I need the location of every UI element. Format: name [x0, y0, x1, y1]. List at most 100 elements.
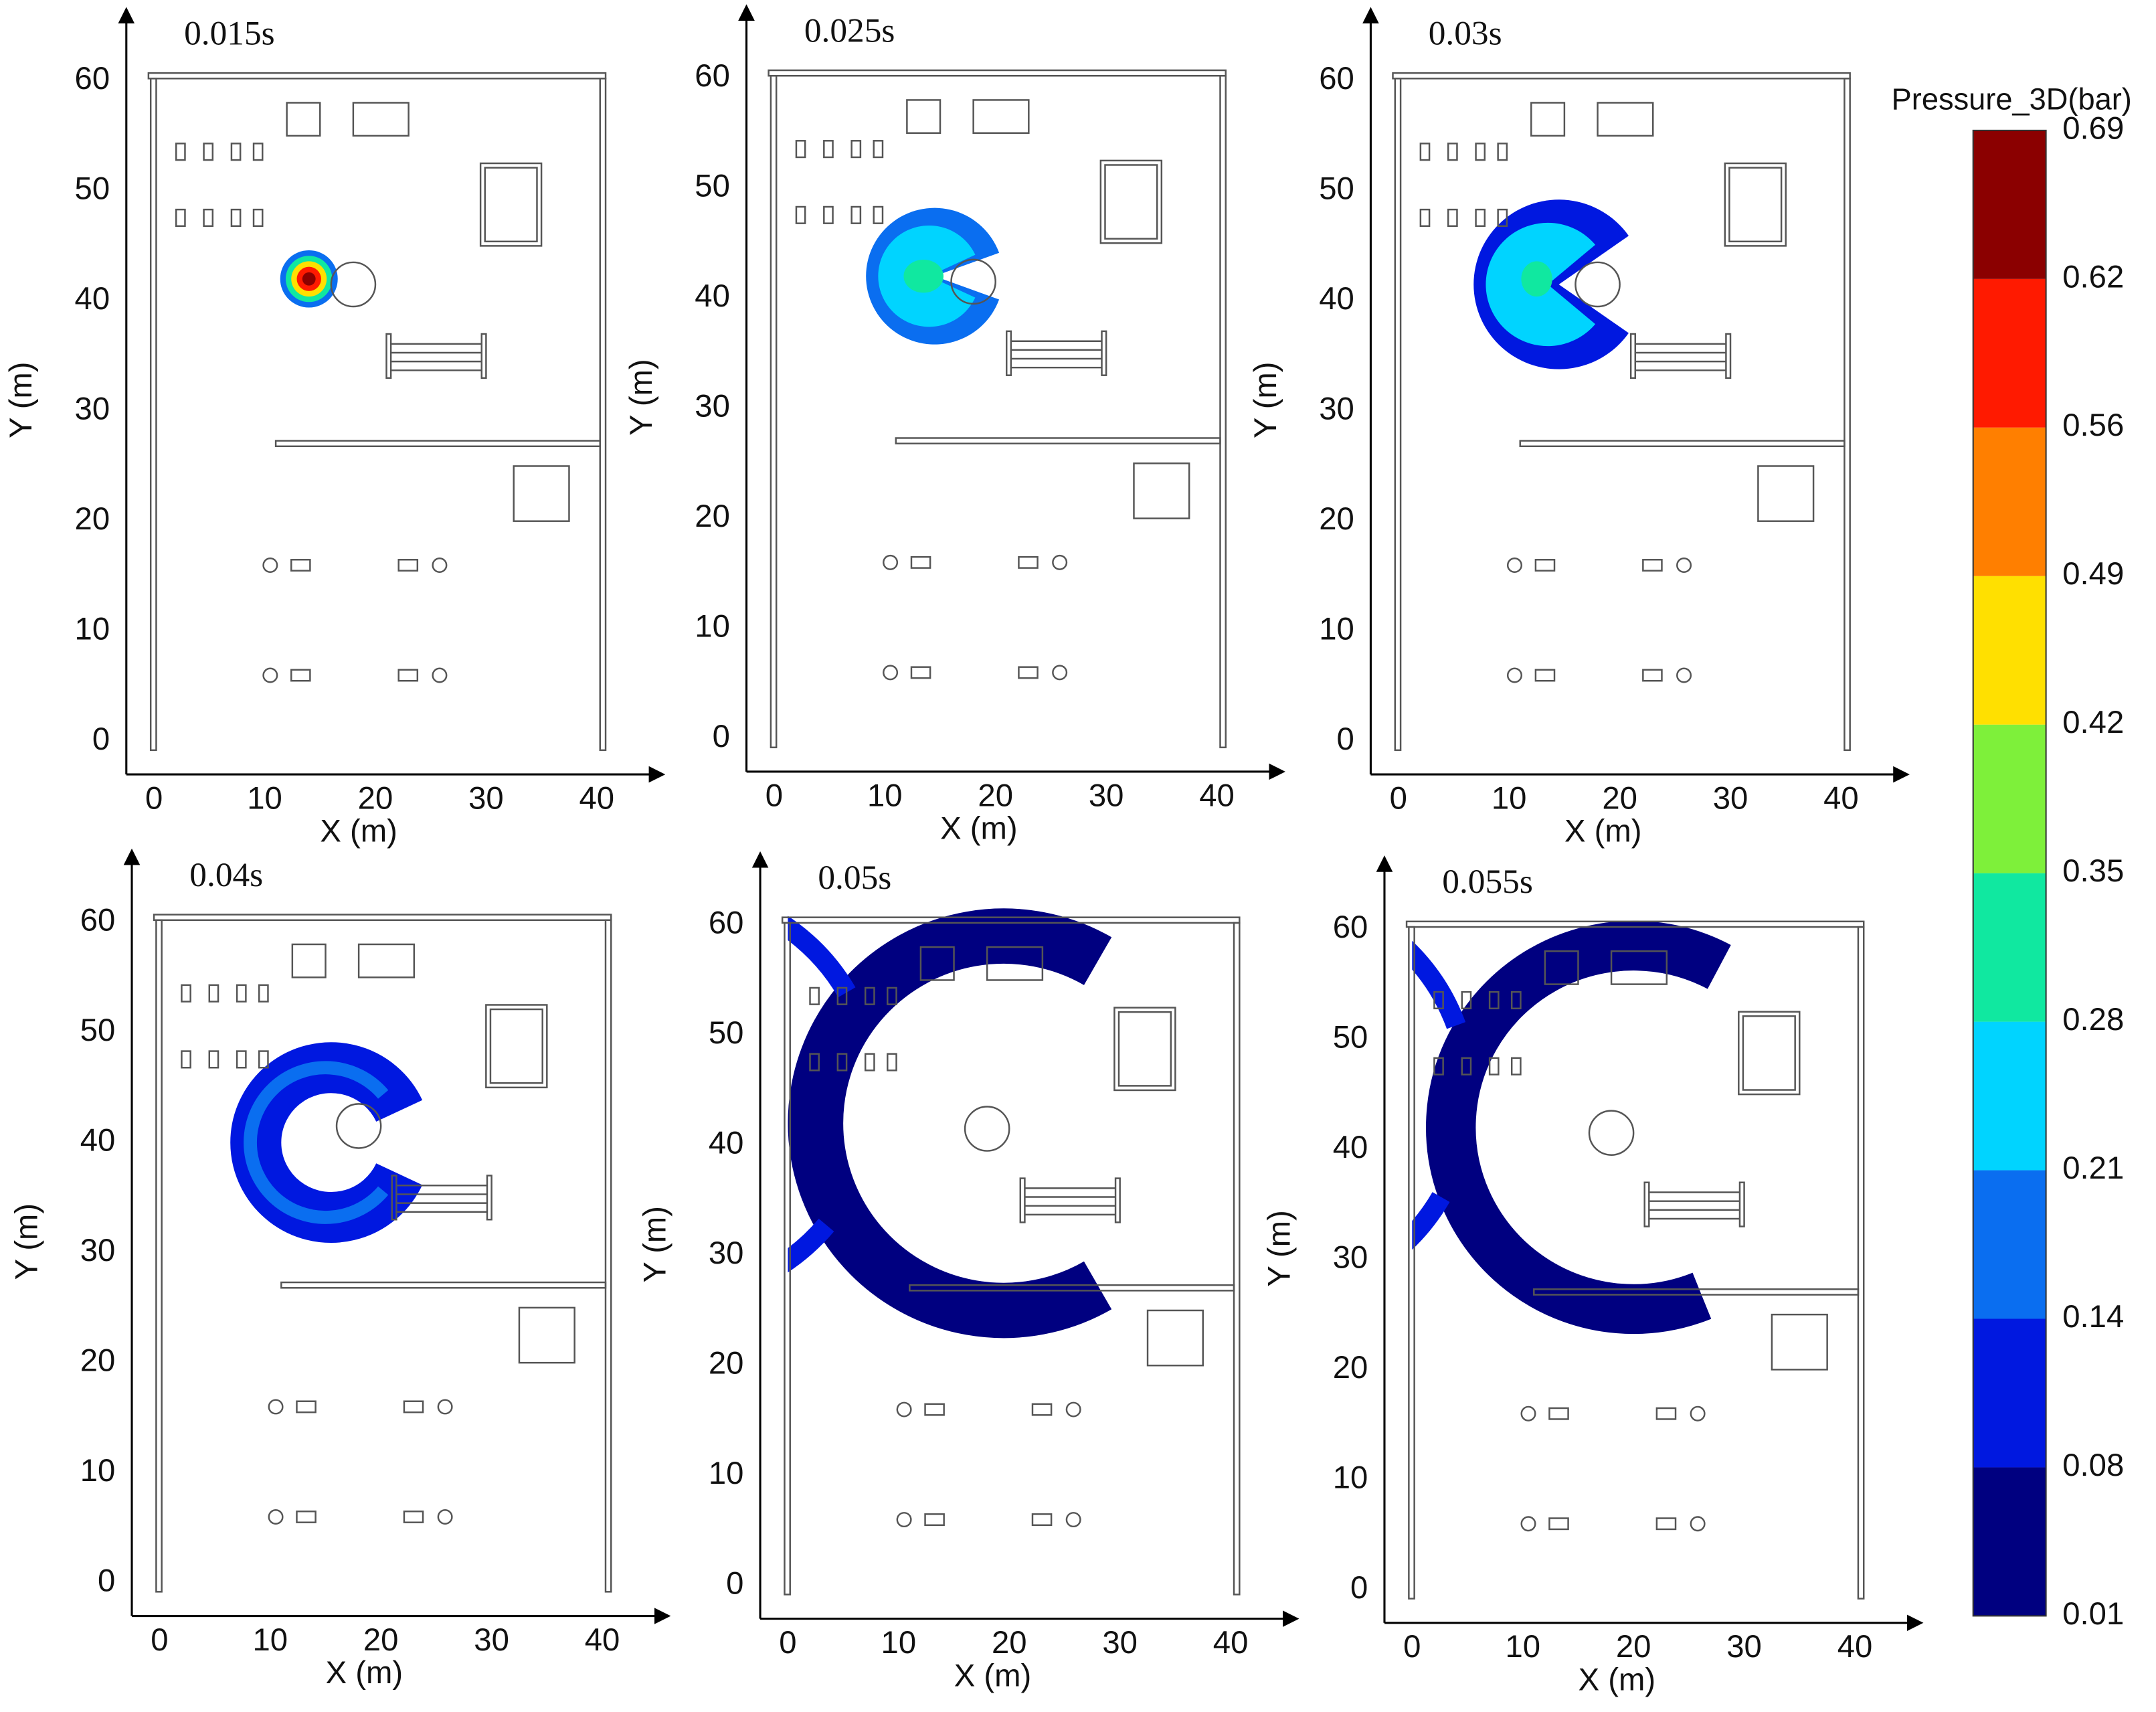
colorbar-band — [1973, 576, 2046, 725]
building-outline — [489, 1008, 543, 1084]
building-outline — [1519, 440, 1846, 448]
panel-title: 0.025s — [804, 11, 895, 50]
building-outline — [1488, 1057, 1500, 1076]
building-outline — [986, 946, 1044, 981]
y-tick-label: 10 — [1319, 612, 1354, 647]
panel-title: 0.05s — [818, 859, 891, 897]
y-tick-label: 50 — [1319, 171, 1354, 207]
x-tick-label: 0 — [1403, 1629, 1421, 1664]
colorbar-tick-label: 0.21 — [2062, 1150, 2124, 1186]
building-outline — [1757, 465, 1815, 522]
y-axis-label: Y (m) — [1261, 1210, 1297, 1286]
panel: 0 10 20 30 40 0 10 20 30 40 50 60 0.04s X (m) Y (m) — [9, 848, 671, 1691]
building-outline — [887, 1053, 897, 1072]
y-axis-label: Y (m) — [9, 1203, 44, 1280]
building-outline — [352, 102, 410, 137]
building-outline — [513, 465, 570, 522]
x-tick-label: 10 — [881, 1625, 917, 1660]
building-outline — [823, 205, 834, 224]
building-outline — [1497, 143, 1508, 161]
building-outline — [296, 1511, 317, 1523]
building-outline — [1392, 72, 1851, 80]
building-outline — [1114, 1177, 1121, 1223]
building-outline — [1113, 1007, 1176, 1092]
colorbar: 0.01 0.08 0.14 0.21 0.28 0.35 0.42 0.49 0.56 0.62… — [1892, 82, 2132, 1632]
x-tick-label: 40 — [1213, 1625, 1249, 1660]
building-outline — [1610, 950, 1668, 985]
y-tick-label: 20 — [75, 501, 110, 537]
x-axis-label: X (m) — [1564, 814, 1642, 849]
building-outline — [950, 258, 996, 305]
building-outline — [1655, 1517, 1677, 1531]
y-tick-label: 40 — [75, 281, 110, 317]
y-tick-label: 20 — [1333, 1350, 1368, 1385]
colorbar-tick-label: 0.56 — [2062, 408, 2124, 443]
building-outline — [1447, 208, 1458, 228]
building-outline — [1018, 555, 1039, 569]
y-tick-label: 10 — [80, 1453, 116, 1488]
building-outline — [1497, 208, 1508, 228]
y-tick-label: 60 — [695, 58, 730, 94]
building-outline — [1676, 558, 1692, 573]
colorbar-band — [1973, 1318, 2046, 1468]
building-outline — [1104, 164, 1158, 240]
building-outline — [1447, 143, 1458, 161]
building-outline — [1461, 991, 1472, 1010]
building-outline — [432, 558, 448, 573]
x-axis-label: X (m) — [954, 1658, 1032, 1693]
panel-title: 0.015s — [184, 15, 275, 53]
colorbar-tick-label: 0.01 — [2062, 1596, 2124, 1632]
y-tick-label: 0 — [713, 719, 730, 754]
building-outline — [1031, 1403, 1053, 1416]
building-outline — [208, 1050, 219, 1069]
building-outline — [910, 666, 931, 679]
building-outline — [480, 333, 487, 379]
building-outline — [1475, 143, 1486, 161]
building-outline — [1597, 102, 1654, 137]
building-outline — [972, 99, 1030, 135]
colorbar-band — [1973, 873, 2046, 1022]
x-axis-label: X (m) — [320, 814, 397, 849]
building-outline — [1690, 1405, 1706, 1422]
building-outline — [432, 667, 448, 683]
x-tick-label: 0 — [145, 781, 163, 817]
building-outline — [286, 102, 321, 137]
y-axis-label: Y (m) — [3, 361, 39, 438]
colorbar-tick-label: 0.14 — [2062, 1299, 2124, 1335]
y-tick-label: 50 — [709, 1015, 744, 1051]
x-tick-label: 40 — [579, 781, 615, 817]
building-outline — [909, 1284, 1235, 1292]
building-outline — [964, 1106, 1010, 1152]
building-outline — [1408, 926, 1415, 1600]
y-tick-label: 60 — [709, 906, 744, 941]
y-tick-label: 0 — [1336, 721, 1354, 757]
x-tick-label: 10 — [1505, 1629, 1540, 1664]
building-outline — [486, 1175, 492, 1221]
colorbar-band — [1973, 1170, 2046, 1319]
building-outline — [236, 1050, 247, 1069]
x-tick-label: 10 — [867, 778, 903, 813]
colorbar-band — [1973, 278, 2046, 428]
building-outline — [1588, 1110, 1635, 1156]
building-outline — [919, 946, 955, 981]
x-tick-label: 40 — [1199, 778, 1235, 813]
building-outline — [1575, 261, 1621, 308]
building-outline — [1728, 167, 1783, 243]
panel: 0 10 20 30 40 0 10 20 30 40 50 60 0.03s X (m) Y (m) — [1248, 7, 1910, 849]
building-outline — [1006, 330, 1012, 376]
building-outline — [1133, 462, 1190, 519]
building-outline — [403, 1400, 424, 1414]
contour-layer — [788, 908, 1112, 1339]
building-outline — [873, 205, 884, 224]
colorbar-tick-label: 0.08 — [2062, 1448, 2124, 1483]
building-outline — [1857, 926, 1865, 1600]
building-outline — [1475, 208, 1486, 228]
building-outline — [873, 140, 884, 159]
building-outline — [896, 1512, 912, 1528]
building-outline — [335, 1103, 382, 1149]
building-outline — [1146, 1309, 1204, 1367]
building-outline — [795, 205, 806, 224]
y-tick-label: 60 — [1319, 61, 1354, 96]
x-tick-label: 10 — [1492, 781, 1527, 817]
